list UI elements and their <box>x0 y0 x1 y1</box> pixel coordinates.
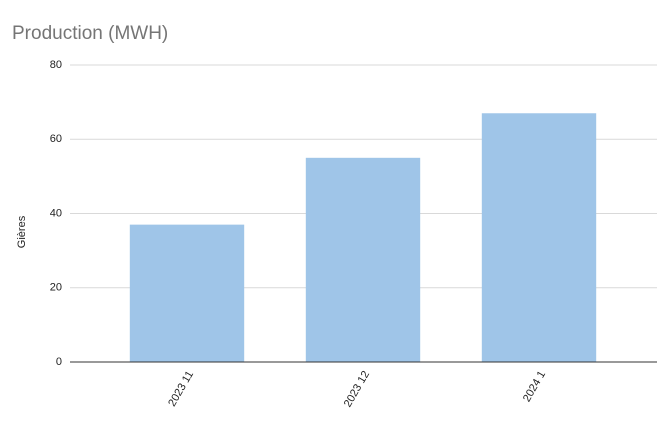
y-axis-label: Gières <box>16 215 28 248</box>
y-tick-label: 0 <box>56 356 62 368</box>
bar <box>481 113 597 362</box>
y-tick-label: 20 <box>50 282 62 294</box>
y-tick-label: 40 <box>50 207 62 219</box>
y-tick-label: 60 <box>50 133 62 145</box>
y-tick-label: 80 <box>50 59 62 71</box>
chart-title: Production (MWH) <box>12 23 168 44</box>
bar <box>129 224 245 362</box>
bar <box>305 157 421 362</box>
